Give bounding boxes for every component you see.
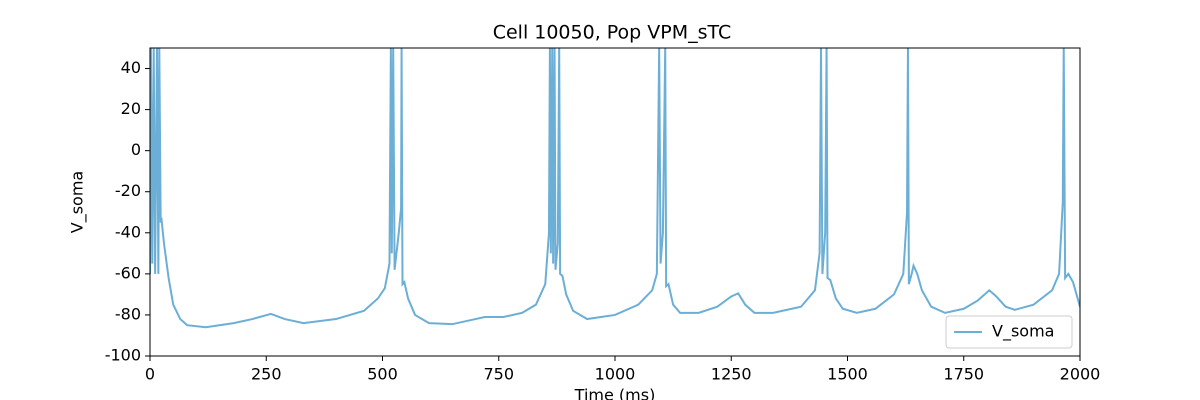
x-tick-label: 1000 bbox=[595, 365, 636, 384]
y-tick-label: -20 bbox=[115, 181, 141, 200]
x-tick-label: 500 bbox=[367, 365, 398, 384]
legend-box bbox=[945, 315, 1073, 349]
x-tick-label: 1500 bbox=[827, 365, 868, 384]
y-tick-label: -40 bbox=[115, 222, 141, 241]
legend-label: V_soma bbox=[992, 322, 1054, 342]
data-line bbox=[150, 48, 1080, 329]
x-axis-label: Time (ms) bbox=[574, 386, 656, 400]
y-tick-label: 40 bbox=[121, 58, 141, 77]
y-tick-label: 20 bbox=[121, 99, 141, 118]
x-tick-label: 750 bbox=[483, 365, 514, 384]
x-tick-label: 1750 bbox=[943, 365, 984, 384]
x-tick-label: 2000 bbox=[1060, 365, 1101, 384]
y-tick-label: -60 bbox=[115, 263, 141, 282]
y-tick-label: 0 bbox=[131, 140, 141, 159]
y-axis-label: V_soma bbox=[68, 171, 88, 233]
x-tick-label: 1250 bbox=[711, 365, 752, 384]
chart-title: Cell 10050, Pop VPM_sTC bbox=[493, 22, 732, 44]
y-tick-label: -100 bbox=[105, 346, 141, 365]
x-tick-label: 0 bbox=[145, 365, 155, 384]
axes-frame bbox=[149, 47, 1081, 357]
x-tick-label: 250 bbox=[251, 365, 282, 384]
y-tick-label: -80 bbox=[115, 304, 141, 323]
